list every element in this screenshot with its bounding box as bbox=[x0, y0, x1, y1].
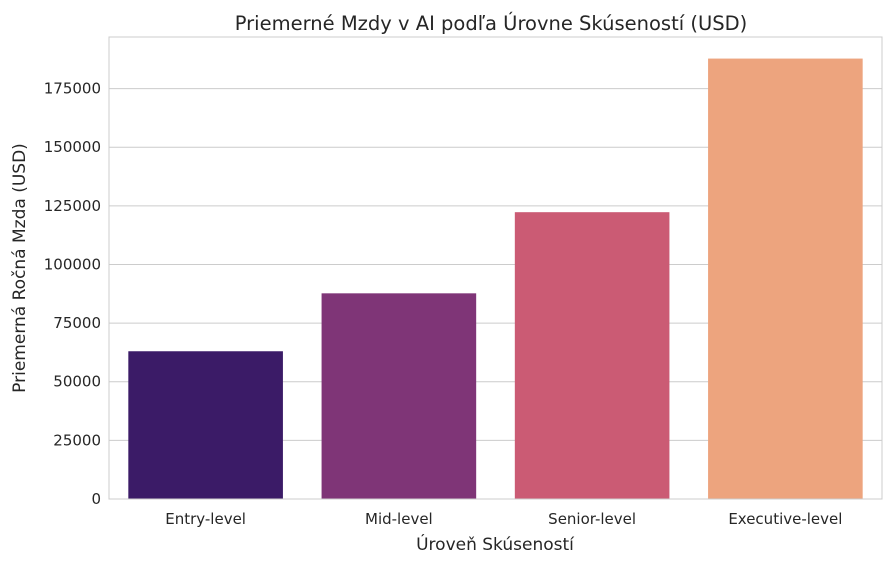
y-tick-label: 100000 bbox=[44, 255, 101, 273]
y-tick-label: 0 bbox=[91, 490, 101, 508]
bar-mid-level bbox=[321, 293, 477, 499]
chart-title: Priemerné Mzdy v AI podľa Úrovne Skúseno… bbox=[235, 11, 747, 35]
x-tick-label: Executive-level bbox=[728, 510, 842, 528]
y-tick-label: 150000 bbox=[44, 138, 101, 156]
y-tick-label: 175000 bbox=[44, 80, 101, 98]
y-tick-label: 75000 bbox=[53, 314, 101, 332]
x-tick-label: Mid-level bbox=[365, 510, 433, 528]
x-axis-label: Úroveň Skúseností bbox=[416, 533, 575, 555]
x-tick-label: Entry-level bbox=[165, 510, 246, 528]
y-axis-label: Priemerná Ročná Mzda (USD) bbox=[10, 143, 30, 393]
y-tick-labels: 0 25000 50000 75000 100000 125000 150000 175000 bbox=[44, 80, 101, 508]
x-tick-labels: Entry-level Mid-level Senior-level Executiv… bbox=[165, 510, 842, 528]
x-tick-label: Senior-level bbox=[548, 510, 636, 528]
y-tick-label: 25000 bbox=[53, 431, 101, 449]
y-tick-label: 125000 bbox=[44, 197, 101, 215]
bars bbox=[128, 58, 863, 500]
bar-entry-level bbox=[128, 351, 283, 499]
plot-frame bbox=[108, 36, 883, 500]
bar-senior-level bbox=[514, 212, 670, 500]
bar-executive-level bbox=[708, 58, 863, 500]
y-tick-label: 50000 bbox=[53, 373, 101, 391]
